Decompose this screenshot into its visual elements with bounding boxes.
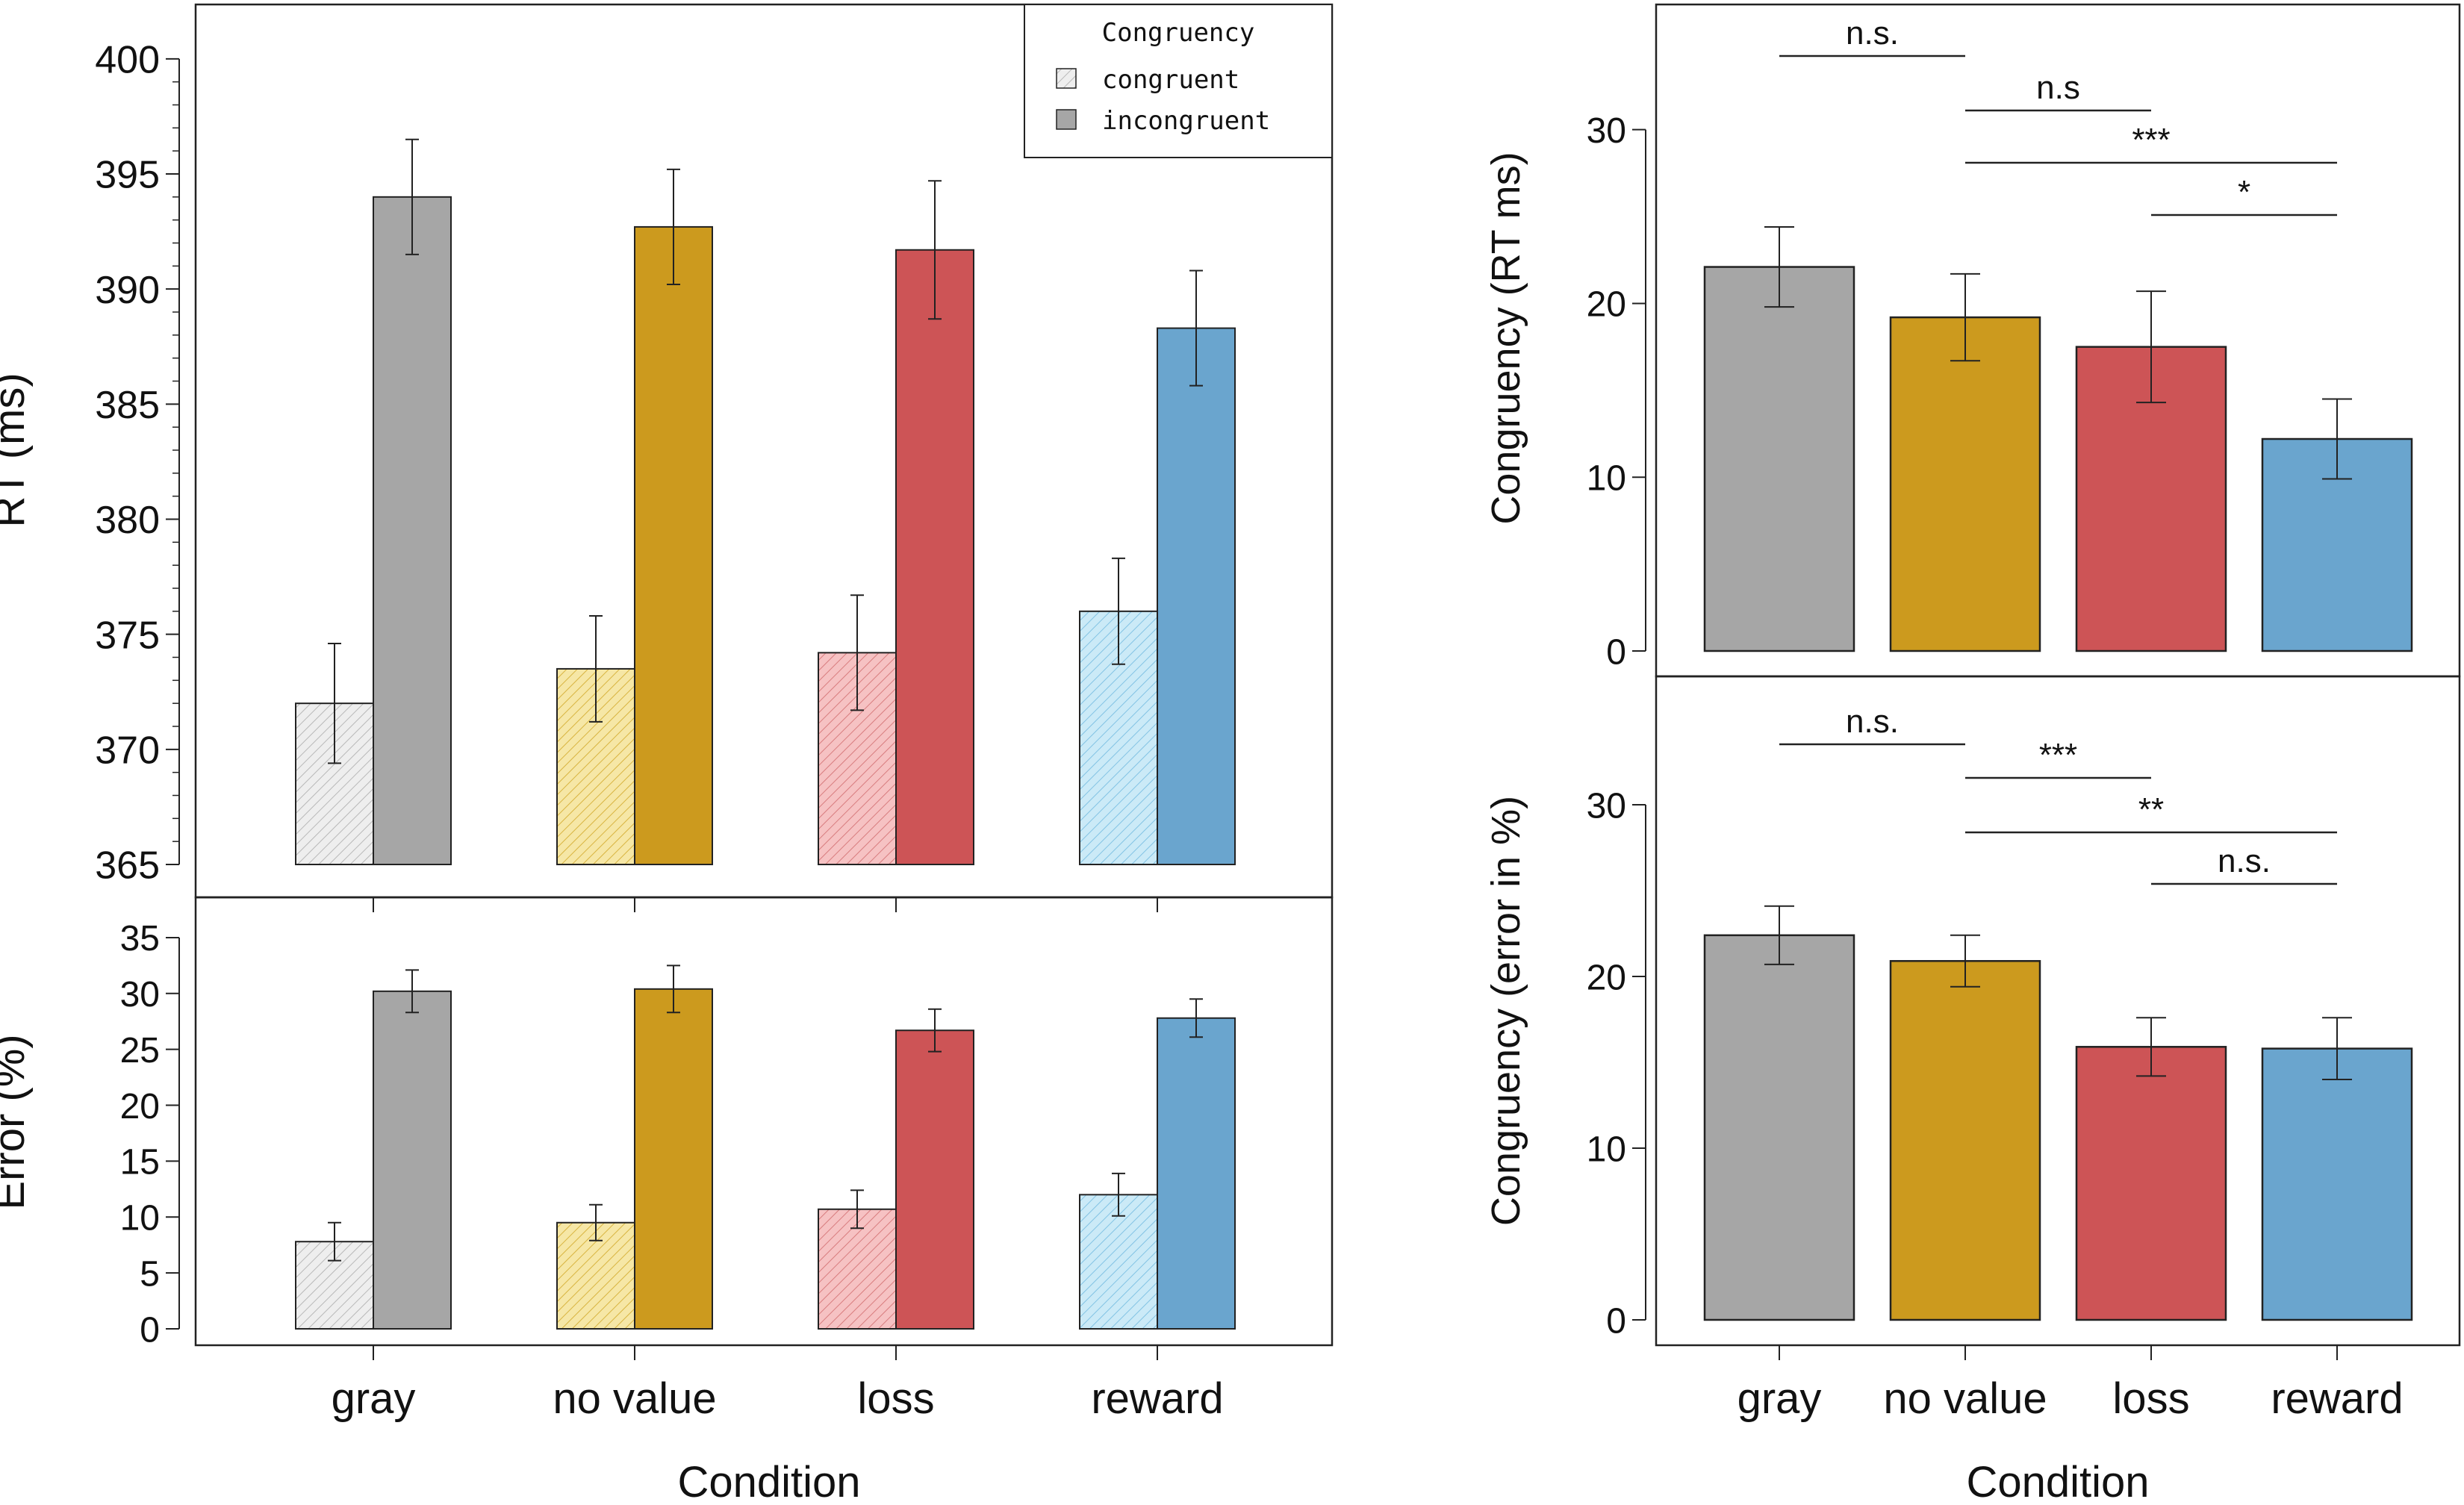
rt-y-tick-label: 365 <box>95 844 160 888</box>
rt-y-tick-label: 395 <box>95 154 160 197</box>
legend-label-incongruent: incongruent <box>1102 106 1270 136</box>
legend-swatch-congruent <box>1056 68 1077 89</box>
crt-y-tick-label: 0 <box>1606 632 1626 672</box>
crt-y-axis-label: Congruency (RT ms) <box>1484 152 1528 524</box>
left-figure: 365 370 375 380 385 390 395 400 RT (ms) 0 5 10 15 20… <box>0 3 1334 1360</box>
err-y-tick-label: 10 <box>120 1199 160 1238</box>
rt-y-tick-label: 375 <box>95 614 160 657</box>
crt-y-tick-label: 10 <box>1587 459 1626 499</box>
left-x-axis-title: Condition <box>677 1458 860 1505</box>
err-y-axis-label: Error (%) <box>0 1034 34 1209</box>
right-x-label-novalue: no value <box>1883 1374 2047 1423</box>
cerr-bar-gray <box>1703 934 1855 1321</box>
err-y-tick-label: 35 <box>120 919 160 959</box>
crt-significance-label: n.s <box>2036 69 2080 106</box>
left-x-label-reward: reward <box>1091 1374 1223 1423</box>
err-bar-gray-incongruent <box>373 990 452 1330</box>
cerr-panel-frame <box>1655 675 2461 1347</box>
left-x-label-loss: loss <box>857 1374 934 1423</box>
rt-legend: Congruency congruent incongruent <box>1024 4 1333 158</box>
rt-bar-novalue-incongruent <box>634 225 713 865</box>
crt-significance-label: *** <box>2132 122 2170 158</box>
cerr-y-tick-label: 30 <box>1587 786 1626 826</box>
right-x-label-loss: loss <box>2112 1374 2189 1423</box>
error-panel: 0 5 10 15 20 25 30 35 Error (%) <box>0 919 1236 1360</box>
err-y-tick-label: 25 <box>120 1031 160 1071</box>
right-x-axis-title: Condition <box>1966 1458 2149 1505</box>
cerr-y-tick-label: 10 <box>1587 1129 1626 1169</box>
legend-label-congruent: congruent <box>1102 65 1239 95</box>
rt-y-tick-label: 385 <box>95 384 160 427</box>
legend-swatch-incongruent <box>1056 109 1077 130</box>
cerr-bar-loss <box>2075 1046 2227 1321</box>
rt-y-axis-label: RT (ms) <box>0 373 34 527</box>
crt-bar-novalue <box>1889 316 2041 652</box>
rt-y-tick-label: 390 <box>95 269 160 312</box>
legend-title: Congruency <box>1102 18 1255 48</box>
crt-y-tick-label: 20 <box>1587 285 1626 325</box>
crt-y-tick-label: 30 <box>1587 111 1626 151</box>
err-y-tick-label: 30 <box>120 975 160 1015</box>
rt-y-tick-label: 400 <box>95 39 160 82</box>
left-x-label-gray: gray <box>332 1374 416 1423</box>
crt-significance-label: n.s. <box>1846 15 1899 52</box>
err-bar-reward-incongruent <box>1157 1017 1236 1330</box>
left-x-label-novalue: no value <box>553 1374 716 1423</box>
rt-y-tick-label: 370 <box>95 729 160 773</box>
cerr-significance-label: n.s. <box>2218 843 2271 879</box>
cerr-significance-label: ** <box>2138 791 2164 828</box>
crt-significance-label: * <box>2238 174 2250 211</box>
cerr-y-tick-label: 0 <box>1606 1301 1626 1341</box>
cerr-significance-label: n.s. <box>1846 703 1899 740</box>
rt-panel: 365 370 375 380 385 390 395 400 RT (ms) <box>0 39 1236 912</box>
err-y-tick-label: 5 <box>140 1254 160 1294</box>
rt-bar-loss-incongruent <box>895 249 974 865</box>
rt-bar-reward-incongruent <box>1157 327 1236 866</box>
err-panel-frame <box>194 896 1334 1347</box>
rt-y-tick-label: 380 <box>95 499 160 542</box>
err-bar-loss-congruent <box>818 1208 897 1330</box>
right-x-label-reward: reward <box>2271 1374 2403 1423</box>
cerr-significance-label: *** <box>2039 737 2077 773</box>
rt-bar-gray-incongruent <box>373 196 452 866</box>
cerr-bar-reward <box>2261 1047 2413 1321</box>
cerr-y-axis-label: Congruency (error in %) <box>1484 796 1528 1226</box>
crt-bar-gray <box>1703 266 1855 652</box>
cerr-bar-novalue <box>1889 960 2041 1321</box>
err-bar-novalue-incongruent <box>634 988 713 1330</box>
err-bar-loss-incongruent <box>895 1029 974 1330</box>
err-y-tick-label: 20 <box>120 1087 160 1127</box>
err-y-tick-label: 0 <box>140 1310 160 1350</box>
cerr-y-tick-label: 20 <box>1587 958 1626 997</box>
right-x-label-gray: gray <box>1737 1374 1822 1423</box>
err-y-tick-label: 15 <box>120 1143 160 1182</box>
